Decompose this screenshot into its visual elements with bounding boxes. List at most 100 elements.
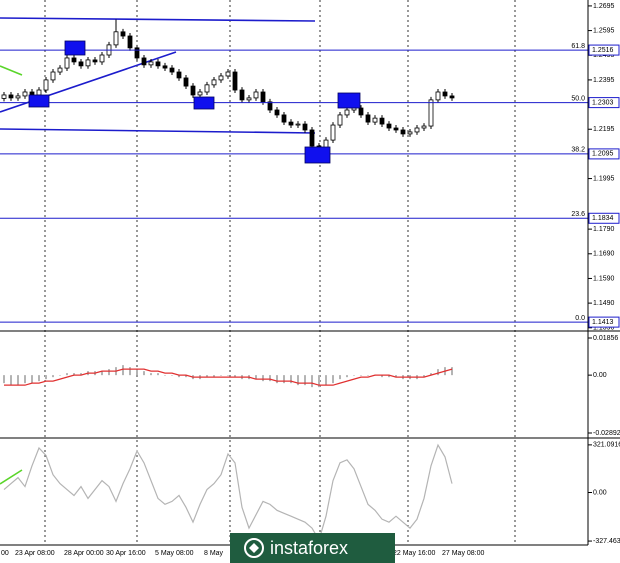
candle-body [421, 125, 427, 129]
candle-body [344, 109, 350, 116]
histogram-bar [80, 373, 82, 376]
price-label-box [588, 148, 620, 160]
histogram-bar [122, 365, 124, 376]
histogram-bar [150, 373, 152, 376]
candle-body [113, 31, 119, 46]
candle-body [155, 61, 161, 67]
channel-line [0, 17, 316, 22]
fib-level-label: 38.2 [571, 147, 585, 154]
y-tick-label: 1.1590 [593, 275, 615, 282]
candle-body [71, 57, 77, 63]
histogram-bar [346, 375, 348, 378]
watermark-logo [249, 543, 259, 553]
candle-body [197, 91, 203, 96]
histogram-bar [66, 373, 68, 376]
histogram-bar [143, 371, 145, 376]
period-separators [44, 0, 516, 545]
candle-body [78, 61, 84, 67]
x-tick-label: 22 May 16:00 [393, 550, 436, 557]
y-tick-label: 1.1995 [593, 175, 615, 182]
y-tick-label: 1.2495 [593, 52, 615, 59]
histogram-bar [185, 375, 187, 378]
histogram-bar [430, 373, 432, 376]
candle-body [358, 107, 364, 116]
candle-body [1, 94, 7, 99]
candle-body [239, 89, 245, 101]
price-label-box [588, 212, 620, 224]
candle-body [92, 59, 98, 63]
watermark-logo [244, 538, 264, 558]
x-tick-label: 23 Apr 08:00 [15, 550, 55, 557]
trend-line [0, 65, 23, 76]
x-tick-label: 27 May 08:00 [442, 550, 485, 557]
candle-body [337, 114, 343, 126]
histogram-bar [297, 375, 299, 386]
candle-body [232, 71, 238, 91]
histogram-bar [339, 375, 341, 380]
candle-body [22, 91, 28, 97]
y-tick-label: 1.2595 [593, 27, 615, 34]
marker-box [64, 40, 86, 56]
candle-body [449, 95, 455, 99]
candle-body [295, 123, 301, 126]
candle-body [407, 131, 413, 135]
candle-body [365, 114, 371, 123]
y-tick-label: -327.463 [593, 538, 620, 545]
candle-body [260, 91, 266, 103]
candle-body [274, 109, 280, 116]
histogram-bar [73, 373, 75, 376]
price-label: 1.2095 [592, 151, 614, 158]
candle-body [393, 127, 399, 131]
price-label: 1.1834 [592, 215, 614, 222]
watermark: instaforex [230, 533, 395, 563]
histogram-bar [437, 369, 439, 376]
histogram-bar [52, 375, 54, 378]
histogram-bar [395, 375, 397, 378]
histogram-bar [290, 375, 292, 384]
histogram-bar [269, 375, 271, 382]
candle-body [400, 129, 406, 135]
candle-body [29, 91, 35, 96]
candle-body [302, 123, 308, 131]
x-tick-label: 8 May [204, 550, 224, 557]
y-tick-label: 1.2695 [593, 3, 615, 10]
histogram-bar [17, 375, 19, 386]
candle-body [288, 121, 294, 126]
x-tick-label: 28 Apr 00:00 [64, 550, 104, 557]
candle-body [267, 101, 273, 111]
channel-line [0, 128, 316, 134]
candle-body [435, 91, 441, 101]
indicator-line [3, 443, 453, 542]
watermark-text: instaforex [270, 538, 348, 558]
candle-body [442, 91, 448, 97]
candle-body [218, 75, 224, 81]
candle-body [253, 91, 259, 99]
candle-body [372, 117, 378, 123]
candle-body [330, 124, 336, 141]
histogram-bar [227, 375, 229, 376]
candle-body [379, 117, 385, 125]
histogram-bar [108, 369, 110, 376]
y-tick-label: 0.01856 [593, 335, 618, 342]
candle-body [281, 114, 287, 123]
histogram-bar [388, 375, 390, 378]
candle-body [204, 84, 210, 93]
histogram-bar [178, 375, 180, 378]
candle-body [127, 35, 133, 49]
candle-body [85, 59, 91, 67]
histogram-bar [262, 375, 264, 382]
candle-body [246, 97, 252, 101]
histogram-bar [234, 375, 236, 378]
candle-body [169, 67, 175, 73]
price-label-box [588, 316, 620, 328]
histogram-bar [24, 375, 26, 384]
histogram-bar [311, 375, 313, 388]
candle-body [8, 94, 14, 99]
markers [28, 40, 361, 164]
fib-level-label: 61.8 [571, 43, 585, 50]
y-tick-label: 1.1490 [593, 300, 615, 307]
histogram-bar [101, 371, 103, 376]
x-tick-label: 30 Apr 16:00 [106, 550, 146, 557]
